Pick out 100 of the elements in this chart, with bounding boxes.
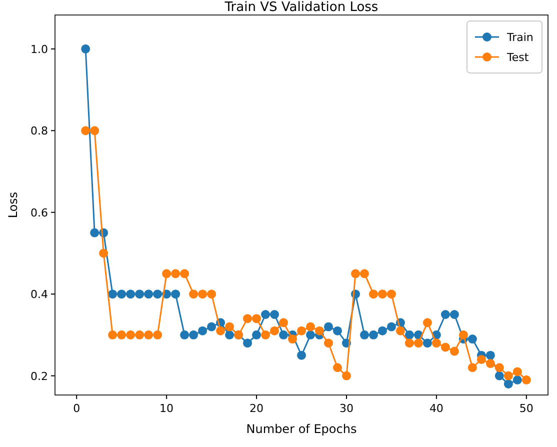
legend-label: Train (506, 31, 534, 44)
point (117, 330, 126, 340)
point (270, 326, 280, 336)
point (368, 330, 378, 340)
point (243, 314, 252, 324)
point (360, 330, 369, 340)
point (512, 367, 522, 376)
point (225, 322, 234, 332)
point (297, 326, 306, 336)
point (476, 354, 486, 364)
point (404, 330, 414, 340)
point (180, 330, 190, 340)
y-axis-title: Loss (6, 192, 20, 218)
point (342, 371, 351, 380)
y-tick-label: 1.0 (30, 42, 48, 56)
x-tick-label: 10 (160, 402, 174, 415)
point (494, 371, 504, 380)
point (126, 330, 136, 340)
point (270, 310, 280, 320)
point (504, 371, 513, 380)
x-tick-label: 0 (73, 402, 80, 415)
point (99, 248, 108, 258)
point (360, 269, 369, 278)
x-tick-label: 40 (429, 402, 444, 415)
point (153, 290, 162, 299)
point (216, 326, 226, 336)
point (162, 269, 172, 278)
point (306, 330, 315, 340)
point (306, 322, 315, 332)
point (117, 290, 126, 299)
point (279, 330, 288, 340)
x-tick-label: 20 (250, 402, 264, 415)
point (522, 375, 531, 384)
point (171, 290, 180, 299)
point (207, 322, 216, 332)
point (189, 330, 198, 340)
point (252, 314, 262, 324)
point (440, 310, 450, 320)
y-tick-label: 0.8 (30, 124, 48, 138)
point (90, 228, 100, 238)
point (504, 379, 513, 388)
point (108, 290, 118, 299)
point (386, 290, 396, 299)
point (332, 326, 342, 336)
point (135, 330, 144, 340)
y-tick-label: 0.6 (30, 206, 48, 220)
point (288, 334, 298, 344)
point (386, 322, 396, 332)
point (243, 338, 252, 348)
point (180, 269, 190, 278)
point (468, 334, 477, 344)
point (261, 310, 270, 320)
point (126, 290, 136, 299)
point (108, 330, 118, 340)
point (252, 330, 262, 340)
point (486, 359, 495, 368)
point (396, 326, 405, 336)
legend-label: Test (506, 51, 530, 64)
point (422, 318, 432, 328)
point (153, 330, 162, 340)
chart-title: Train VS Validation Loss (224, 0, 378, 15)
point (81, 126, 90, 136)
point (368, 290, 378, 299)
point (279, 318, 288, 328)
point (468, 363, 477, 372)
point (144, 290, 154, 299)
point (432, 338, 441, 348)
point (81, 44, 90, 54)
point (450, 310, 459, 320)
x-axis-title: Number of Epochs (246, 422, 357, 436)
point (198, 290, 208, 299)
point (378, 326, 387, 336)
y-tick-label: 0.4 (30, 288, 48, 302)
point (422, 338, 432, 348)
point (414, 338, 423, 348)
x-tick-label: 30 (339, 402, 354, 415)
x-tick-label: 50 (519, 402, 534, 415)
point (198, 326, 208, 336)
point (314, 326, 324, 336)
point (207, 290, 216, 299)
point (324, 338, 333, 348)
point (450, 346, 459, 356)
point (297, 350, 306, 360)
point (440, 342, 450, 352)
point (90, 126, 100, 136)
point (261, 330, 270, 340)
point (225, 330, 234, 340)
point (404, 338, 414, 348)
point (512, 375, 522, 384)
point (350, 269, 360, 278)
point (458, 330, 468, 340)
point (144, 330, 154, 340)
point (135, 290, 144, 299)
point (324, 322, 333, 332)
point (486, 350, 495, 360)
point (171, 269, 180, 278)
point (189, 290, 198, 299)
y-tick-label: 0.2 (30, 370, 48, 383)
point (378, 290, 387, 299)
point (494, 363, 504, 372)
